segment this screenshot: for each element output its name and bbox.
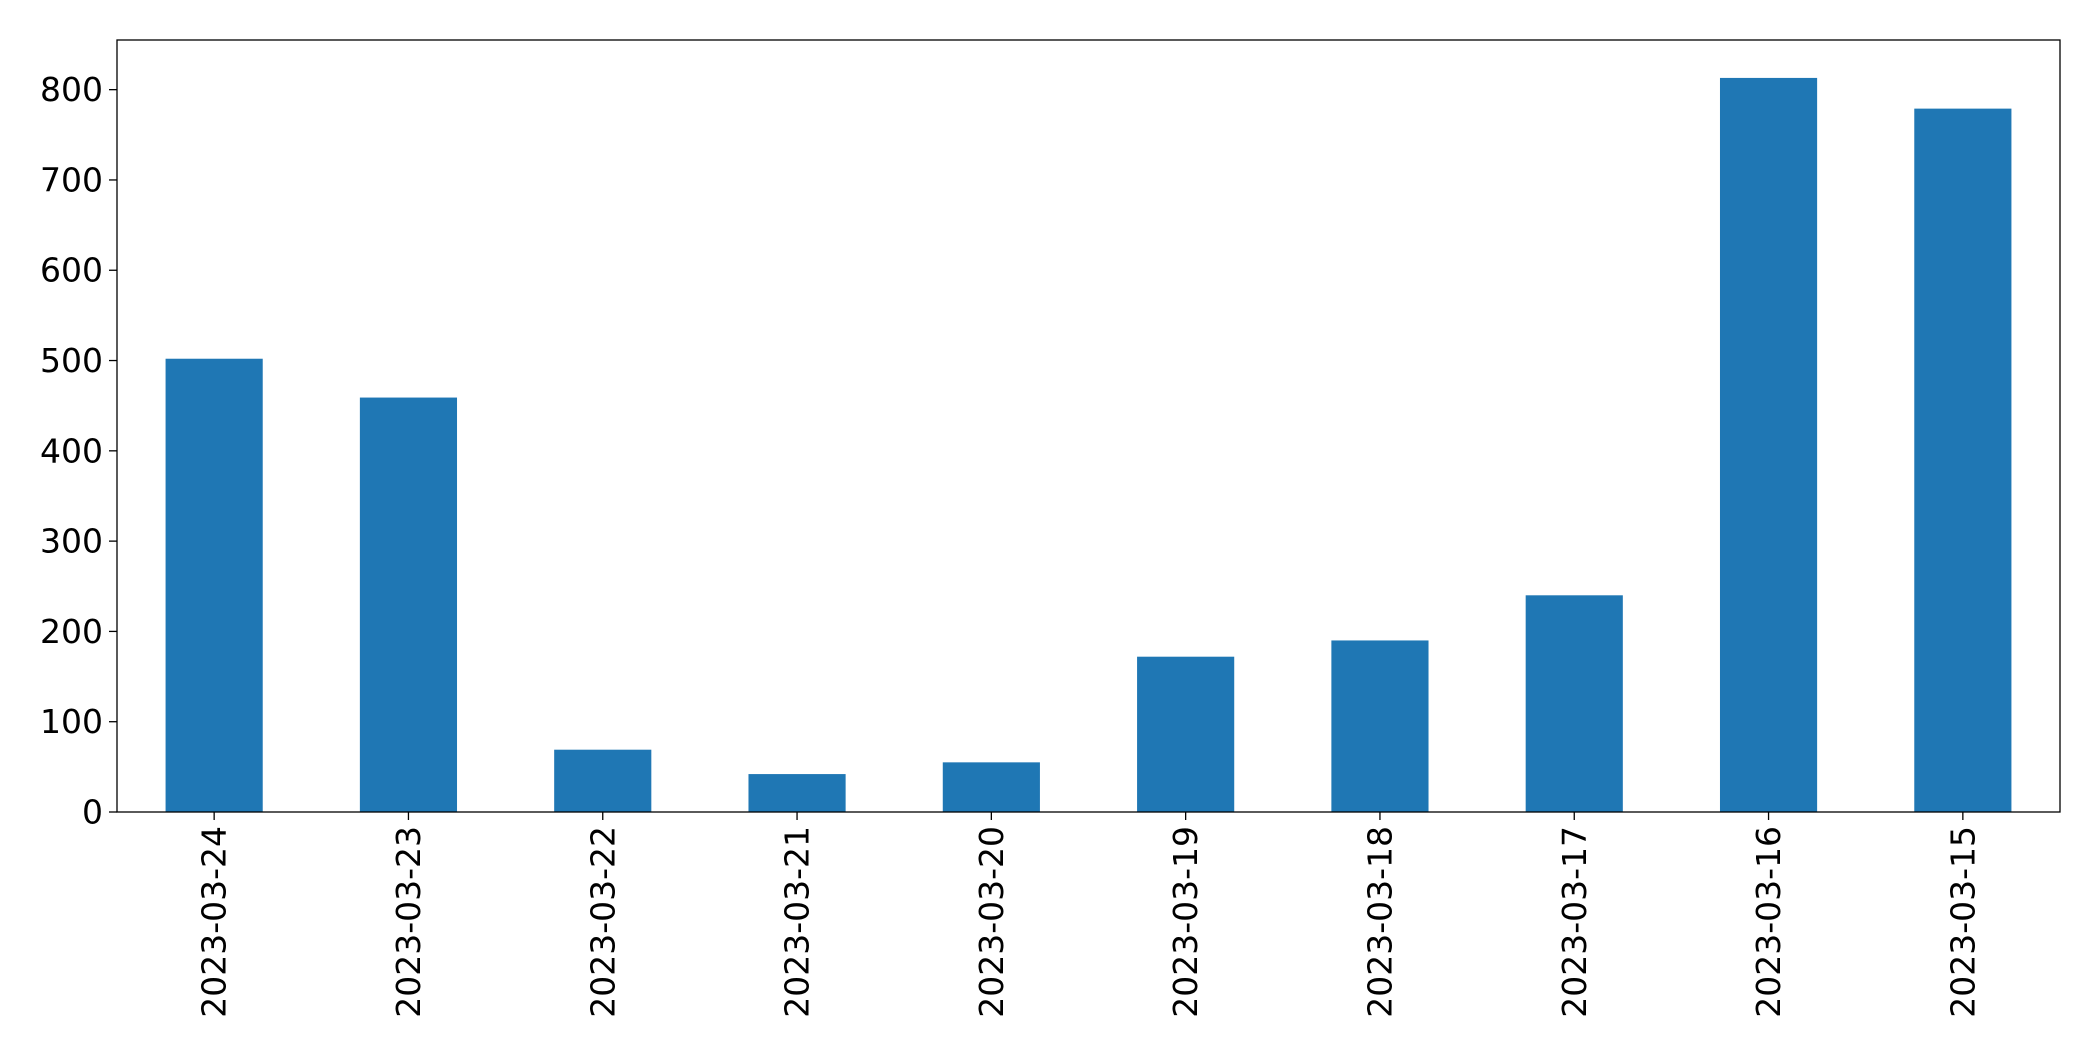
bars-layer [165, 77, 2012, 813]
bar-2023-03-22 [554, 749, 652, 812]
x-tick-label: 2023-03-21 [778, 826, 817, 1018]
plot-frame [116, 39, 2061, 813]
x-tick-label: 2023-03-23 [389, 826, 428, 1018]
x-tick-label: 2023-03-20 [972, 826, 1011, 1018]
y-tick-label: 200 [40, 612, 103, 651]
x-tick-label: 2023-03-24 [195, 826, 234, 1018]
bar-2023-03-17 [1525, 595, 1623, 812]
x-axis: 2023-03-24 2023-03-23 2023-03-22 2023-03-21… [195, 812, 1982, 1018]
y-tick-label: 300 [40, 522, 103, 561]
bar-2023-03-19 [1137, 656, 1235, 812]
bar-2023-03-16 [1719, 77, 1818, 813]
y-axis: 0 100 200 300 400 500 600 700 800 [40, 70, 117, 832]
y-tick-label: 800 [40, 70, 103, 109]
x-tick-label: 2023-03-17 [1555, 826, 1594, 1018]
bar-2023-03-24 [165, 358, 263, 812]
bar-2023-03-15 [1914, 108, 2012, 813]
y-tick-label: 100 [40, 702, 103, 741]
x-tick-label: 2023-03-16 [1749, 826, 1788, 1018]
x-tick-label: 2023-03-19 [1166, 826, 1205, 1018]
x-tick-label: 2023-03-22 [583, 826, 622, 1018]
y-tick-label: 500 [40, 341, 103, 380]
bar-2023-03-23 [359, 397, 458, 812]
bar-2023-03-21 [748, 774, 846, 812]
bar-2023-03-18 [1331, 640, 1429, 812]
x-tick-label: 2023-03-18 [1360, 826, 1399, 1018]
bar-2023-03-20 [942, 762, 1040, 812]
y-tick-label: 700 [40, 160, 103, 199]
x-tick-label: 2023-03-15 [1943, 826, 1982, 1018]
y-tick-label: 600 [40, 251, 103, 290]
y-tick-label: 400 [40, 431, 103, 470]
y-tick-label: 0 [82, 793, 103, 832]
